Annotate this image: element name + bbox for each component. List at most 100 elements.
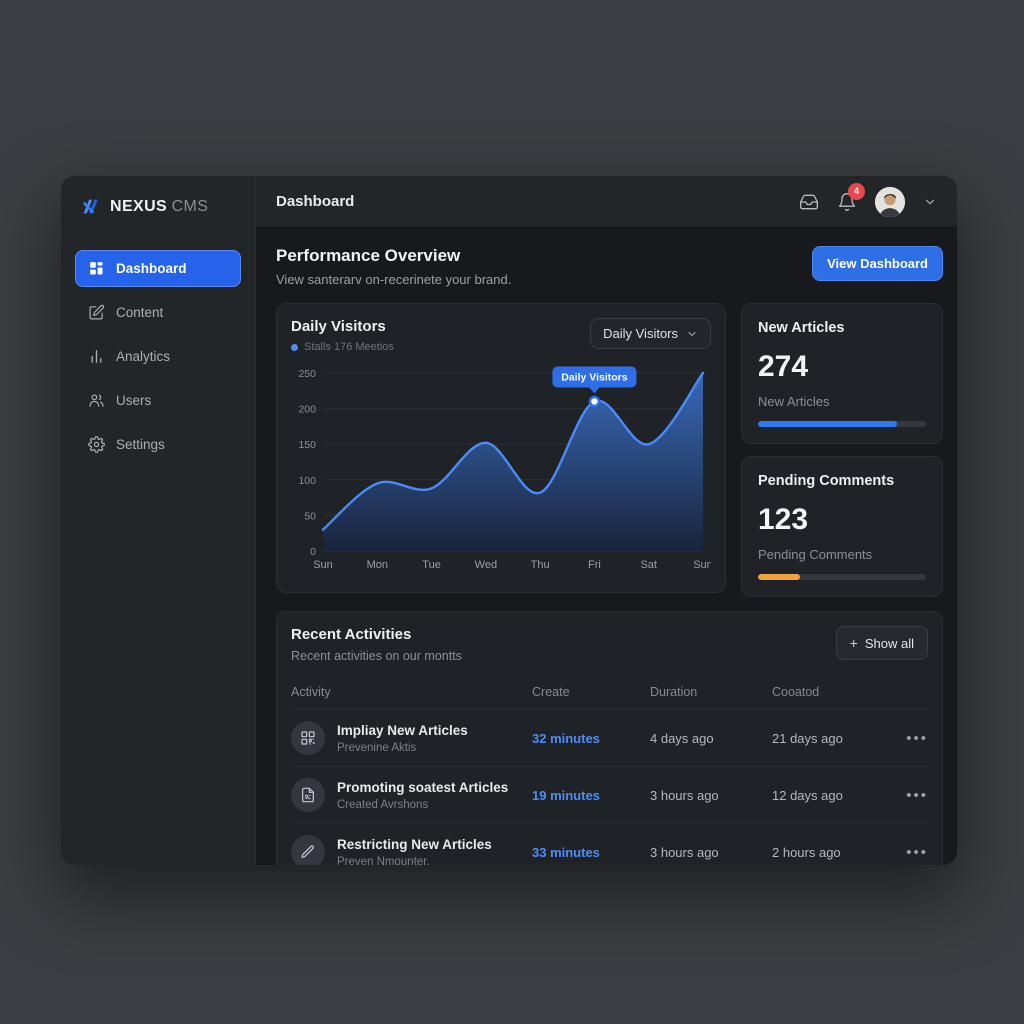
cell-create: 32 minutes [532, 730, 600, 746]
cell-create: 19 minutes [532, 787, 600, 803]
gear-icon [88, 436, 105, 453]
sidebar-item-dashboard[interactable]: Dashboard [75, 250, 241, 287]
recent-activities-card: Recent Activities Recent activities on o… [276, 611, 943, 865]
activity-subtitle: Prevenine Aktis [337, 741, 417, 754]
table-header: Activity Create Duration Cooatod [291, 677, 928, 710]
chevron-down-icon[interactable] [923, 195, 937, 209]
sidebar-item-label: Settings [116, 437, 165, 452]
table-row[interactable]: Promoting soatest Articles Created Avrsh… [291, 767, 928, 824]
svg-text:Mon: Mon [367, 559, 388, 571]
svg-text:50: 50 [304, 510, 316, 522]
inbox-icon[interactable] [799, 192, 819, 212]
activity-title: Impliay New Articles [337, 722, 468, 738]
show-all-label: Show all [864, 635, 914, 651]
chart-title: Daily Visitors [291, 318, 386, 335]
sidebar-item-label: Users [116, 393, 152, 408]
svg-text:Daily Visitors: Daily Visitors [561, 371, 627, 383]
activity-title: Restricting New Articles [337, 836, 492, 852]
show-all-button[interactable]: + Show all [835, 626, 928, 660]
svg-text:Thu: Thu [531, 559, 550, 571]
svg-text:Sun: Sun [693, 559, 711, 571]
users-icon [89, 394, 104, 407]
content: Performance Overview View santerarv on-r… [256, 228, 957, 865]
view-dashboard-button[interactable]: View Dashboard [812, 246, 943, 281]
daily-visitors-chart[interactable]: 0 50 100 150 200 250 Sun Mon Tue Wed Thu Fri Sat Sun D… [291, 363, 711, 575]
activity-title: Promoting soatest Articles [337, 779, 509, 795]
overview-subtitle: View santerarv on-recerinete your brand. [276, 272, 512, 287]
sidebar-item-users[interactable]: Users [75, 382, 241, 419]
svg-text:100: 100 [298, 475, 316, 487]
col-created: Cooatod [772, 685, 820, 699]
svg-text:Fri: Fri [588, 559, 601, 571]
avatar[interactable] [875, 186, 905, 217]
topbar: Dashboard 4 [256, 176, 957, 228]
svg-text:Sun: Sun [313, 559, 333, 571]
brand-name: NEXUS [110, 198, 168, 215]
legend-label: Stalls 176 Meetios [304, 341, 394, 353]
progress-track [758, 421, 926, 427]
sidebar-nav: Dashboard Content Analytics [61, 250, 255, 463]
activity-subtitle: Created Avrshons [337, 798, 429, 811]
svg-text:Wed: Wed [475, 559, 497, 571]
svg-text:150: 150 [298, 439, 316, 451]
stat-title: New Articles [758, 320, 845, 336]
stat-label: Pending Comments [758, 547, 873, 562]
progress-track [758, 574, 926, 580]
table-row[interactable]: Restricting New Articles Preven Nmounter… [291, 824, 928, 865]
pending-comments-card: Pending Comments 123 Pending Comments [741, 456, 943, 597]
qr-code-icon [291, 721, 325, 755]
daily-visitors-card: Daily Visitors Stalls 176 Meetios Daily … [276, 303, 726, 593]
svg-text:200: 200 [298, 404, 316, 416]
brand-suffix: CMS [171, 198, 209, 215]
overview-header: Performance Overview View santerarv on-r… [276, 246, 943, 287]
pencil-icon [291, 835, 325, 865]
cell-duration: 3 hours ago [650, 787, 719, 803]
progress-fill [758, 574, 800, 580]
activities-title: Recent Activities [291, 626, 412, 643]
sidebar-item-settings[interactable]: Settings [75, 426, 241, 463]
stat-value: 123 [758, 503, 809, 536]
cell-created: 21 days ago [772, 730, 843, 746]
activities-subtitle: Recent activities on our montts [291, 649, 462, 663]
new-articles-card: New Articles 274 New Articles [741, 303, 943, 444]
svg-text:0: 0 [310, 546, 316, 558]
cell-create: 33 minutes [532, 844, 600, 860]
col-activity: Activity [291, 685, 331, 699]
page-title: Dashboard [276, 193, 355, 210]
main-area: Dashboard 4 [256, 176, 957, 865]
bell-icon[interactable]: 4 [837, 182, 865, 212]
sidebar-item-label: Content [116, 305, 164, 320]
stat-label: New Articles [758, 394, 830, 409]
edit-square-icon [89, 304, 105, 320]
overview-title: Performance Overview [276, 246, 461, 265]
svg-text:Tue: Tue [422, 559, 441, 571]
legend-dot [291, 343, 298, 351]
cell-duration: 4 days ago [650, 730, 714, 746]
row-menu-icon[interactable]: ••• [906, 786, 928, 804]
brand-logo: NEXUS CMS [61, 176, 255, 232]
bar-chart-icon [91, 350, 102, 363]
cell-created: 12 days ago [772, 787, 843, 803]
dashboard-grid-icon [90, 262, 103, 275]
row-menu-icon[interactable]: ••• [906, 729, 928, 747]
table-row[interactable]: Impliay New Articles Prevenine Aktis 32 … [291, 710, 928, 767]
cell-duration: 3 hours ago [650, 844, 719, 860]
app-window: NEXUS CMS Dashboard Content [61, 176, 957, 865]
svg-text:Sat: Sat [640, 559, 657, 571]
chevron-down-icon [688, 331, 696, 336]
col-create: Create [532, 685, 570, 699]
chart-range-dropdown[interactable]: Daily Visitors [590, 318, 711, 349]
svg-text:250: 250 [298, 368, 316, 380]
row-menu-icon[interactable]: ••• [906, 843, 928, 861]
nexus-logo-icon [83, 199, 98, 214]
sidebar-item-analytics[interactable]: Analytics [75, 338, 241, 375]
sidebar-item-label: Analytics [116, 349, 171, 364]
progress-fill [758, 421, 898, 427]
cell-created: 2 hours ago [772, 844, 841, 860]
stat-value: 274 [758, 350, 809, 383]
stat-title: Pending Comments [758, 473, 895, 489]
dropdown-value: Daily Visitors [603, 326, 678, 341]
notification-badge: 4 [848, 182, 865, 200]
plus-icon: + [849, 635, 858, 651]
sidebar-item-content[interactable]: Content [75, 294, 241, 331]
